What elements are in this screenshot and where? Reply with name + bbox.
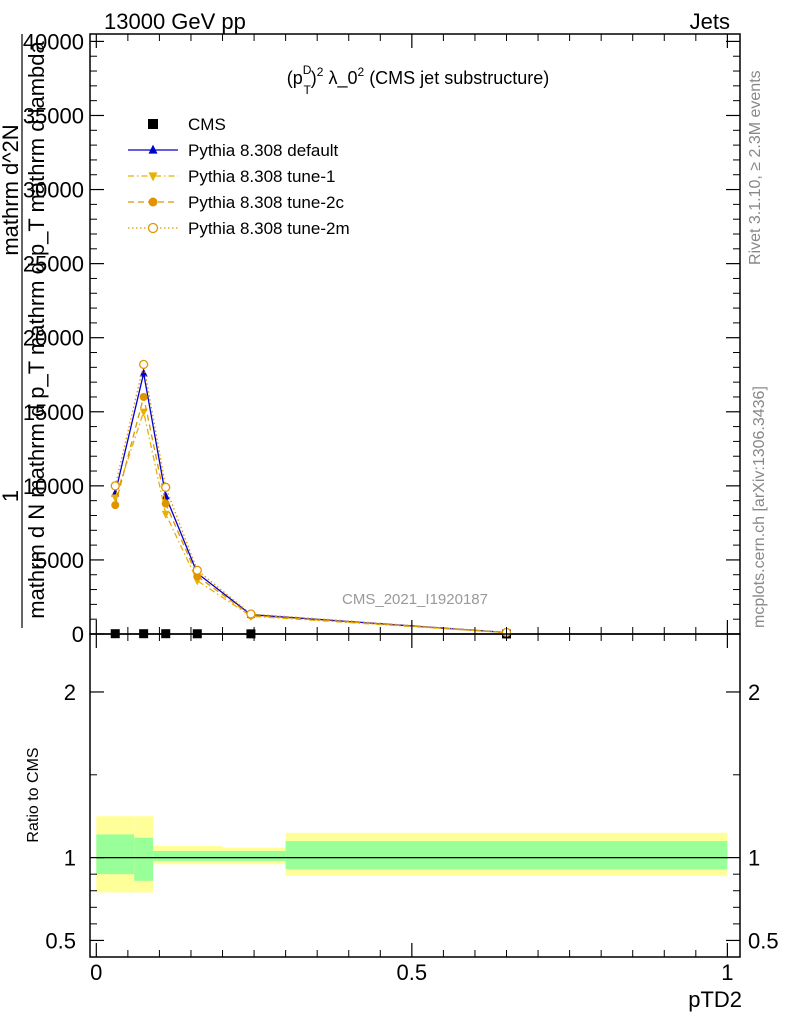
main-ytick-label: 25000 — [23, 252, 84, 277]
ratio-ytick-label: 1 — [64, 846, 76, 871]
legend-marker — [148, 144, 158, 154]
legend: CMS Pythia 8.308 default Pythia 8.308 tune… — [128, 115, 350, 238]
ratio-panel: Ratio to CMS 0.5 0.51 12 2 0 0.5 1 pTD2 — [25, 34, 779, 1012]
category-label: Jets — [690, 9, 730, 34]
series-4 — [110, 359, 512, 638]
series-line — [114, 409, 507, 634]
main-yticks: 0 5000 10000 15000 20000 25000 30000 35000 40000 — [23, 29, 740, 647]
data-point — [161, 482, 171, 492]
xtick-label: 0 — [90, 960, 102, 985]
data-point — [138, 359, 149, 370]
x-ticks: 0 0.5 1 — [90, 34, 734, 985]
legend-entry: CMS — [148, 115, 226, 134]
data-point — [192, 565, 202, 575]
x-axis-label: pTD2 — [688, 987, 742, 1012]
main-ytick-label: 0 — [72, 622, 84, 647]
stat-uncertainty-band — [153, 850, 223, 861]
ratio-ylabel: Ratio to CMS — [25, 747, 42, 842]
rivet-version-label: Rivet 3.1.10, ≥ 2.3M events — [747, 70, 764, 265]
data-point — [111, 494, 120, 503]
data-point — [161, 491, 170, 500]
data-point — [111, 488, 120, 497]
main-ytick-label: 20000 — [23, 326, 84, 351]
main-ytick-label: 40000 — [23, 29, 84, 54]
legend-marker — [148, 197, 158, 207]
legend-entry: Pythia 8.308 default — [128, 141, 339, 160]
main-ytick-label: 5000 — [35, 548, 84, 573]
legend-entry: Pythia 8.308 tune-2m — [128, 219, 350, 238]
ratio-frame — [89, 633, 741, 958]
data-point — [139, 408, 148, 417]
data-point — [139, 368, 148, 377]
legend-label: Pythia 8.308 tune-2m — [188, 219, 350, 238]
stat-uncertainty-band — [134, 837, 154, 881]
legend-label: Pythia 8.308 tune-1 — [188, 167, 335, 186]
energy-label: 13000 GeV pp — [104, 9, 246, 34]
main-ytick-label: 30000 — [23, 178, 84, 203]
stat-uncertainty-band — [222, 850, 286, 861]
main-ytick-label: 35000 — [23, 103, 84, 128]
legend-marker — [148, 119, 158, 129]
main-ytick-label: 10000 — [23, 474, 84, 499]
ylabel-line-2: mathrm d N mathrm d p_T mathrm d p_T mat… — [24, 40, 49, 618]
ratio-ytick-label-right: 2 — [748, 680, 760, 705]
data-point — [110, 481, 120, 491]
legend-marker — [148, 172, 158, 182]
data-point — [139, 392, 148, 401]
ylabel-line-1: 1 — [0, 490, 23, 502]
ratio-ytick-label-right: 0.5 — [748, 928, 779, 953]
main-ytick-label: 15000 — [23, 400, 84, 425]
legend-label: Pythia 8.308 default — [188, 141, 339, 160]
series-line — [114, 396, 507, 634]
main-ylabel: 1 mathrm d N mathrm d p_T mathrm d p_T m… — [0, 34, 49, 628]
watermark: CMS_2021_I1920187 — [342, 591, 488, 608]
stat-uncertainty-band — [96, 834, 135, 875]
data-point — [161, 510, 170, 519]
ratio-yticks: 0.5 0.5 1 1 2 2 — [45, 680, 778, 953]
xtick-label: 1 — [721, 960, 733, 985]
ylabel-line-3: mathrm d^2N — [0, 124, 23, 255]
ratio-ytick-label-right: 1 — [748, 846, 760, 871]
ratio-ytick-label: 2 — [64, 680, 76, 705]
series-line — [114, 373, 507, 634]
data-point — [161, 499, 170, 508]
legend-label: CMS — [188, 115, 226, 134]
legend-entry: Pythia 8.308 tune-1 — [128, 167, 335, 186]
legend-entry: Pythia 8.308 tune-2c — [128, 193, 344, 212]
data-point — [246, 609, 256, 619]
main-panel: (pD T)2 λ_02 (CMS jet substructure) CMS_2… — [0, 29, 741, 647]
ratio-ytick-label: 0.5 — [45, 928, 76, 953]
chart-title: (pD T)2 λ_02 (CMS jet substructure) — [287, 63, 549, 97]
legend-label: Pythia 8.308 tune-2c — [188, 193, 344, 212]
legend-marker — [147, 222, 159, 234]
xtick-label: 0.5 — [397, 960, 428, 985]
stat-uncertainty-band — [285, 841, 728, 870]
data-point — [111, 501, 120, 510]
ratio-bands — [96, 816, 728, 893]
source-label: mcplots.cern.ch [arXiv:1306.3436] — [751, 386, 768, 628]
